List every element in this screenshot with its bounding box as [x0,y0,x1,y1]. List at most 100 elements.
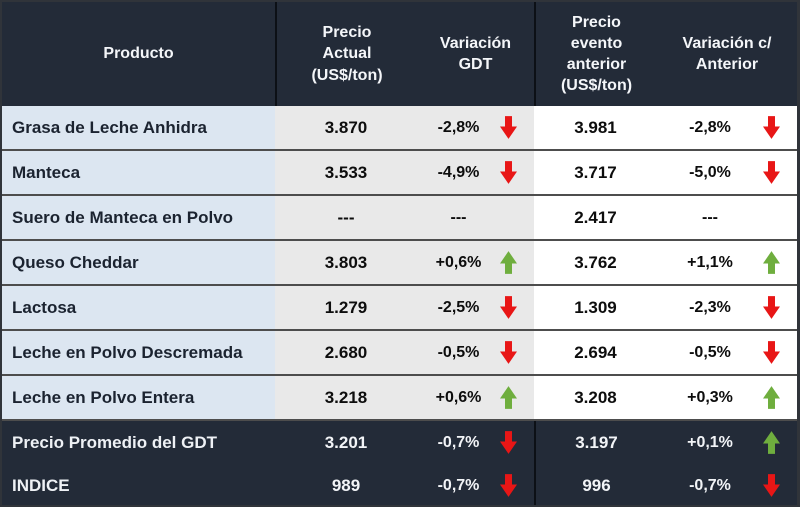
header-precio-actual: Precio Actual (US$/ton) [275,2,417,106]
gdt-variation: +0,6% [417,376,534,419]
current-price: 989 [275,464,417,505]
gdt-variation-value: -4,9% [437,163,480,181]
down-arrow-icon [500,431,517,454]
previous-variation: +1,1% [657,241,797,284]
previous-arrow-slot [763,151,797,194]
gdt-arrow-slot [500,376,534,419]
previous-event-price: 2.694 [534,331,657,374]
previous-event-price: 3.717 [534,151,657,194]
down-arrow-icon [763,341,780,364]
header-precio-evento: Precio evento anterior (US$/ton) [534,2,657,106]
gdt-variation: -0,7% [417,421,534,464]
table-header-row: Producto Precio Actual (US$/ton) Variaci… [2,2,797,106]
previous-event-price: 3.197 [534,421,657,464]
gdt-variation: -0,5% [417,331,534,374]
previous-event-price: 3.208 [534,376,657,419]
gdt-variation-value: --- [450,208,467,226]
table-row: Queso Cheddar 3.803 +0,6% 3.762 +1,1% [2,241,797,286]
down-arrow-icon [500,341,517,364]
previous-variation-value: +0,1% [687,433,733,451]
header-variacion-gdt: Variación GDT [439,34,512,73]
product-name: Suero de Manteca en Polvo [2,196,275,239]
down-arrow-icon [500,116,517,139]
previous-variation-value: -0,7% [689,476,731,494]
product-name: INDICE [2,464,275,505]
current-price: 3.870 [275,106,417,149]
gdt-variation-value: +0,6% [435,388,482,406]
current-price: 2.680 [275,331,417,374]
current-price: 3.803 [275,241,417,284]
up-arrow-icon [763,386,780,409]
previous-variation: -5,0% [657,151,797,194]
previous-variation: +0,1% [657,421,797,464]
previous-event-price: 1.309 [534,286,657,329]
down-arrow-icon [763,161,780,184]
table-row: Manteca 3.533 -4,9% 3.717 -5,0% [2,151,797,196]
gdt-arrow-slot [500,151,534,194]
down-arrow-icon [500,161,517,184]
gdt-variation: +0,6% [417,241,534,284]
table-row: Leche en Polvo Descremada 2.680 -0,5% 2.… [2,331,797,376]
header-variacion-anterior: Variación c/ Anterior [682,34,772,73]
down-arrow-icon [763,296,780,319]
gdt-variation: -0,7% [417,464,534,505]
product-name: Lactosa [2,286,275,329]
previous-variation: -2,3% [657,286,797,329]
previous-variation-value: +0,3% [687,388,733,406]
gdt-variation-value: -2,8% [437,118,480,136]
previous-variation: -2,8% [657,106,797,149]
gdt-arrow-slot [500,241,534,284]
gdt-variation: -2,5% [417,286,534,329]
gdt-variation: --- [417,196,534,239]
previous-arrow-slot [763,464,797,505]
previous-arrow-slot [763,421,797,464]
previous-arrow-slot [763,331,797,374]
product-name: Precio Promedio del GDT [2,421,275,464]
previous-arrow-slot [763,106,797,149]
previous-event-price: 3.981 [534,106,657,149]
previous-variation-value: -0,5% [689,343,731,361]
table-row: Grasa de Leche Anhidra 3.870 -2,8% 3.981… [2,106,797,151]
table-row: Precio Promedio del GDT 3.201 -0,7% 3.19… [2,421,797,464]
previous-variation-value: +1,1% [687,253,733,271]
down-arrow-icon [500,474,517,497]
gdt-arrow-slot [500,421,534,464]
product-name: Leche en Polvo Descremada [2,331,275,374]
up-arrow-icon [763,431,780,454]
previous-event-price: 3.762 [534,241,657,284]
up-arrow-icon [500,386,517,409]
gdt-variation: -4,9% [417,151,534,194]
gdt-variation-value: +0,6% [435,253,482,271]
product-name: Leche en Polvo Entera [2,376,275,419]
gdt-variation-value: -0,5% [437,343,480,361]
gdt-arrow-slot [500,464,534,505]
up-arrow-icon [763,251,780,274]
previous-arrow-slot [763,241,797,284]
gdt-arrow-slot [500,331,534,374]
table-row: Suero de Manteca en Polvo --- --- 2.417 … [2,196,797,241]
down-arrow-icon [763,116,780,139]
up-arrow-icon [500,251,517,274]
gdt-variation-value: -2,5% [437,298,480,316]
gdt-arrow-slot [500,286,534,329]
current-price: 3.218 [275,376,417,419]
gdt-variation-value: -0,7% [437,476,480,494]
previous-variation: --- [657,196,797,239]
gdt-arrow-slot [500,196,534,239]
previous-arrow-slot [763,196,797,239]
current-price: 3.201 [275,421,417,464]
previous-event-price: 2.417 [534,196,657,239]
current-price: 3.533 [275,151,417,194]
previous-variation-value: -2,3% [689,298,731,316]
previous-variation: -0,5% [657,331,797,374]
previous-event-price: 996 [534,464,657,505]
current-price: 1.279 [275,286,417,329]
previous-variation: -0,7% [657,464,797,505]
table-body: Grasa de Leche Anhidra 3.870 -2,8% 3.981… [2,106,797,505]
product-name: Manteca [2,151,275,194]
gdt-arrow-slot [500,106,534,149]
down-arrow-icon [500,296,517,319]
table-row: Lactosa 1.279 -2,5% 1.309 -2,3% [2,286,797,331]
table-row: Leche en Polvo Entera 3.218 +0,6% 3.208 … [2,376,797,421]
